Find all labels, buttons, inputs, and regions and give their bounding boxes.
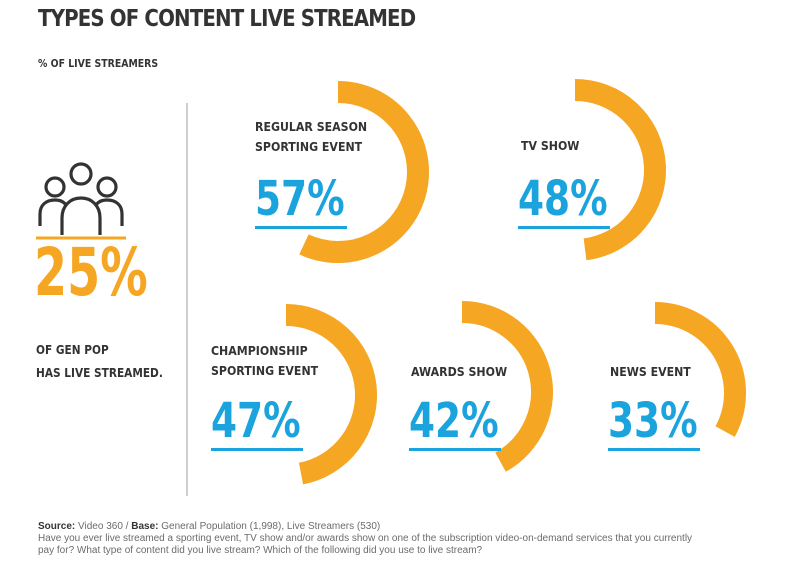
percentage-underline-championship-sporting-event [211,448,303,451]
footer-source-line: Source: Video 360 / Base: General Popula… [38,521,778,533]
percentage-value-tv-show: 48% [518,172,608,228]
footer-question-line1: Have you ever live streamed a sporting e… [38,533,693,544]
arc-awards-show [461,301,553,472]
percentage-value-news-event: 33% [608,394,698,450]
page-title: TYPES OF CONTENT LIVE STREAMED [38,6,416,32]
percentage-value-awards-show: 42% [409,394,499,450]
category-label-awards-show-line1: AWARDS SHOW [411,364,507,379]
gen-pop-description: OF GEN POP HAS LIVE STREAMED. [36,339,163,385]
arc-news-event [654,302,746,437]
chart-subtitle: % OF LIVE STREAMERS [38,57,159,70]
category-label-championship-sporting-event-line2: SPORTING EVENT [211,363,318,378]
percentage-underline-news-event [608,448,700,451]
arc-tv-show [574,79,666,261]
footer-source-value: Video 360 / [78,521,129,532]
gen-pop-percentage: 25% [34,234,148,311]
category-label-regular-season-sporting-event-line1: REGULAR SEASON [255,119,367,134]
footer-source-label: Source: [38,521,76,532]
people-group-icon [36,162,126,240]
footer-question-line2: pay for? What type of content did you li… [38,545,483,556]
footer-base-value: General Population (1,998), Live Streame… [161,521,381,532]
category-label-championship-sporting-event-line1: CHAMPIONSHIP [211,343,308,358]
arc-regular-season-sporting-event [299,81,429,263]
category-label-tv-show-line1: TV SHOW [521,138,579,153]
gen-pop-text-line2: HAS LIVE STREAMED. [36,366,163,380]
footer-base-label: Base: [131,521,159,532]
percentage-value-regular-season-sporting-event: 57% [255,172,345,228]
percentage-underline-regular-season-sporting-event [255,226,347,229]
category-label-regular-season-sporting-event-line2: SPORTING EVENT [255,139,362,154]
percentage-underline-tv-show [518,226,610,229]
arc-championship-sporting-event [285,304,377,485]
category-label-news-event-line1: NEWS EVENT [610,364,691,379]
footer-source: Source: Video 360 / Base: General Popula… [38,521,778,557]
percentage-underline-awards-show [409,448,501,451]
vertical-divider [186,103,188,496]
gen-pop-text-line1: OF GEN POP [36,343,109,357]
percentage-value-championship-sporting-event: 47% [211,394,301,450]
